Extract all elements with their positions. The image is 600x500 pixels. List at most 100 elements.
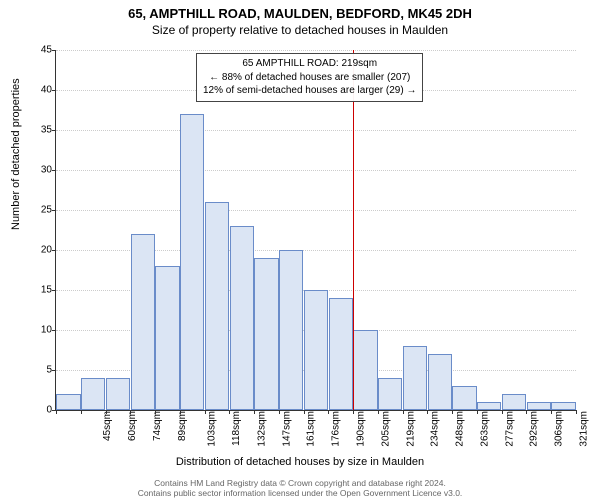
x-tick-label: 89sqm [177, 411, 188, 441]
grid-line [56, 170, 576, 171]
y-tick-label: 45 [28, 45, 52, 56]
y-axis-label: Number of detached properties [10, 78, 22, 230]
x-tick-mark [452, 410, 453, 414]
y-tick-label: 0 [28, 405, 52, 416]
chart-title: 65, AMPTHILL ROAD, MAULDEN, BEDFORD, MK4… [0, 0, 600, 21]
y-tick-label: 40 [28, 85, 52, 96]
x-tick-label: 292sqm [529, 411, 540, 447]
x-tick-label: 263sqm [479, 411, 490, 447]
histogram-bar [551, 402, 575, 410]
x-tick-label: 118sqm [231, 411, 242, 446]
y-tick-label: 35 [28, 125, 52, 136]
histogram-bar [452, 386, 476, 410]
footer-line1: Contains HM Land Registry data © Crown c… [0, 478, 600, 488]
x-tick-mark [477, 410, 478, 414]
histogram-bar [106, 378, 130, 410]
footer-line2: Contains public sector information licen… [0, 488, 600, 498]
x-tick-label: 103sqm [207, 411, 218, 447]
x-tick-mark [403, 410, 404, 414]
y-tick-label: 25 [28, 205, 52, 216]
grid-line [56, 130, 576, 131]
chart-area: 05101520253035404545sqm60sqm74sqm89sqm10… [55, 50, 575, 410]
x-tick-label: 205sqm [380, 411, 391, 447]
x-tick-mark [56, 410, 57, 414]
x-tick-mark [328, 410, 329, 414]
x-tick-mark [155, 410, 156, 414]
x-tick-label: 321sqm [578, 411, 589, 447]
y-tick-mark [52, 250, 56, 251]
x-tick-mark [551, 410, 552, 414]
chart-subtitle: Size of property relative to detached ho… [0, 21, 600, 37]
x-tick-label: 176sqm [331, 411, 342, 447]
x-tick-mark [254, 410, 255, 414]
y-tick-mark [52, 330, 56, 331]
y-tick-label: 30 [28, 165, 52, 176]
x-tick-label: 190sqm [356, 411, 367, 447]
x-tick-label: 45sqm [102, 411, 113, 441]
x-tick-mark [205, 410, 206, 414]
histogram-bar [527, 402, 551, 410]
x-tick-label: 306sqm [554, 411, 565, 447]
x-tick-mark [130, 410, 131, 414]
x-tick-label: 60sqm [127, 411, 138, 441]
y-tick-label: 5 [28, 365, 52, 376]
annotation-line: 65 AMPTHILL ROAD: 219sqm [203, 57, 416, 71]
y-tick-mark [52, 130, 56, 131]
x-axis-label: Distribution of detached houses by size … [0, 456, 600, 468]
x-tick-label: 132sqm [257, 411, 268, 447]
histogram-bar [155, 266, 179, 410]
footer-attribution: Contains HM Land Registry data © Crown c… [0, 478, 600, 498]
grid-line [56, 210, 576, 211]
histogram-bar [279, 250, 303, 410]
y-tick-mark [52, 170, 56, 171]
x-tick-label: 74sqm [152, 411, 163, 441]
x-tick-mark [353, 410, 354, 414]
x-tick-label: 234sqm [430, 411, 441, 447]
annotation-line: 12% of semi-detached houses are larger (… [203, 84, 416, 98]
x-tick-mark [576, 410, 577, 414]
histogram-bar [329, 298, 353, 410]
histogram-bar [502, 394, 526, 410]
y-tick-label: 15 [28, 285, 52, 296]
y-tick-mark [52, 370, 56, 371]
histogram-bar [205, 202, 229, 410]
annotation-line: ← 88% of detached houses are smaller (20… [203, 71, 416, 85]
x-tick-mark [427, 410, 428, 414]
reference-line [353, 50, 354, 410]
histogram-bar [56, 394, 80, 410]
x-tick-label: 248sqm [455, 411, 466, 447]
y-tick-label: 10 [28, 325, 52, 336]
y-tick-mark [52, 90, 56, 91]
y-tick-mark [52, 50, 56, 51]
x-tick-label: 277sqm [504, 411, 515, 447]
x-tick-mark [304, 410, 305, 414]
histogram-bar [353, 330, 377, 410]
histogram-bar [230, 226, 254, 410]
x-tick-mark [526, 410, 527, 414]
annotation-box: 65 AMPTHILL ROAD: 219sqm← 88% of detache… [196, 53, 423, 102]
x-tick-mark [106, 410, 107, 414]
histogram-bar [180, 114, 204, 410]
x-tick-mark [81, 410, 82, 414]
histogram-bar [304, 290, 328, 410]
x-tick-mark [229, 410, 230, 414]
y-tick-label: 20 [28, 245, 52, 256]
histogram-bar [131, 234, 155, 410]
histogram-bar [81, 378, 105, 410]
x-tick-mark [180, 410, 181, 414]
plot-region: 05101520253035404545sqm60sqm74sqm89sqm10… [55, 50, 576, 411]
histogram-bar [477, 402, 501, 410]
histogram-bar [428, 354, 452, 410]
histogram-bar [403, 346, 427, 410]
y-tick-mark [52, 210, 56, 211]
x-tick-label: 147sqm [281, 411, 292, 447]
x-tick-label: 161sqm [306, 411, 317, 447]
grid-line [56, 50, 576, 51]
histogram-bar [378, 378, 402, 410]
x-tick-mark [378, 410, 379, 414]
x-tick-mark [279, 410, 280, 414]
x-tick-mark [502, 410, 503, 414]
x-tick-label: 219sqm [405, 411, 416, 447]
y-tick-mark [52, 290, 56, 291]
histogram-bar [254, 258, 278, 410]
